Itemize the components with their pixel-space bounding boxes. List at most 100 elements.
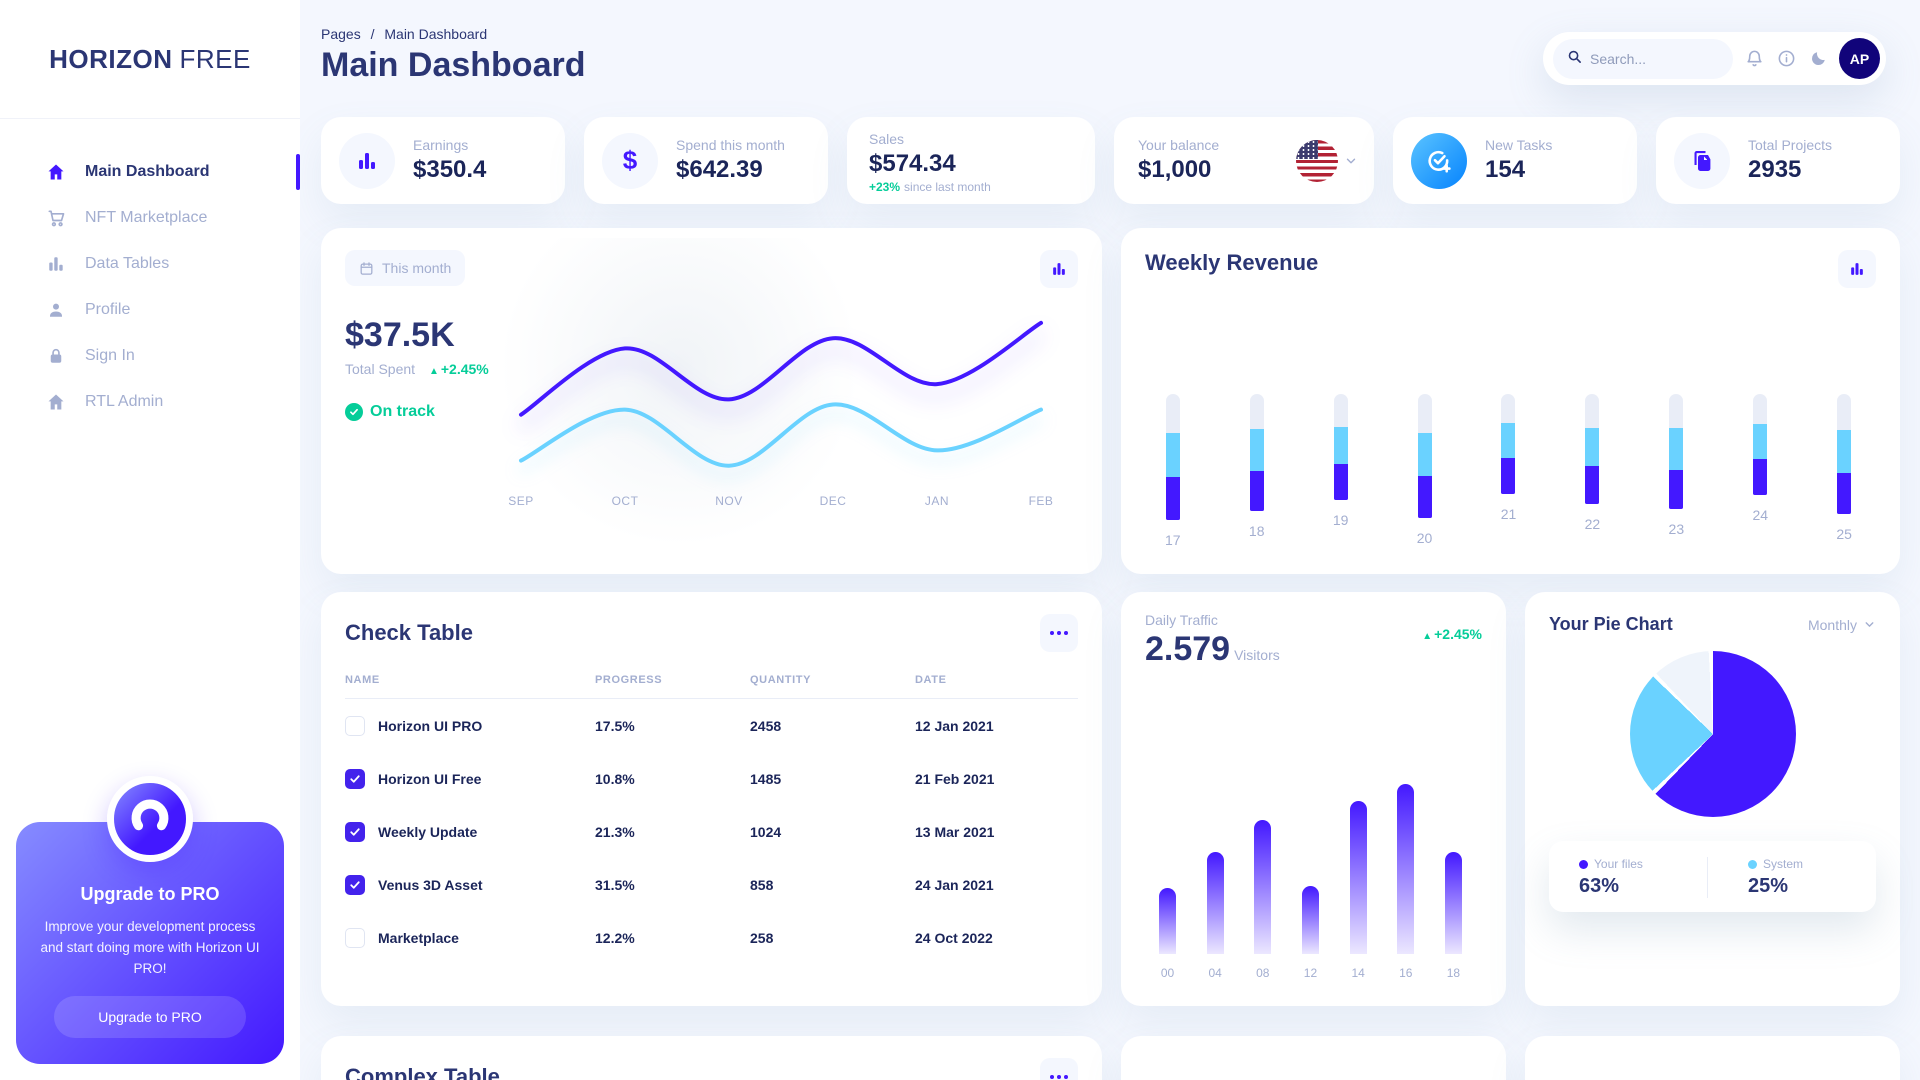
- weekly-revenue-card: Weekly Revenue 17 18 19 20 21 22 23 24 25: [1121, 228, 1900, 574]
- traffic-bar: 04: [1206, 852, 1224, 980]
- breadcrumb-current[interactable]: Main Dashboard: [384, 26, 488, 42]
- sidebar-item-main-dashboard[interactable]: Main Dashboard: [0, 149, 300, 195]
- upgrade-button[interactable]: Upgrade to PRO: [54, 995, 246, 1038]
- row-date: 12 Jan 2021: [915, 717, 994, 734]
- legend-item-your-files: Your files 63%: [1549, 857, 1707, 898]
- revenue-bar: 25: [1836, 394, 1852, 548]
- topbar: Pages / Main Dashboard Main Dashboard: [321, 26, 1900, 90]
- moon-icon[interactable]: [1807, 48, 1829, 70]
- main-content: Pages / Main Dashboard Main Dashboard: [300, 0, 1920, 1080]
- tasks-card: Tasks: [1121, 1036, 1506, 1080]
- stat-label: Your balance: [1138, 137, 1220, 153]
- revenue-bar: 18: [1249, 394, 1265, 548]
- bar-label: 04: [1208, 966, 1222, 980]
- delta-note: since last month: [904, 180, 991, 194]
- month-filter-button[interactable]: This month: [345, 250, 466, 286]
- cart-icon: [46, 208, 66, 228]
- revenue-bar: 23: [1668, 394, 1685, 548]
- row-quantity: 1485: [750, 770, 782, 787]
- traffic-bar: 12: [1301, 886, 1319, 980]
- row-4: Complex Table Tasks February 2026: [321, 1036, 1900, 1080]
- sidebar-item-rtl-admin[interactable]: RTL Admin: [0, 379, 300, 425]
- row-name: Horizon UI Free: [378, 770, 482, 787]
- legend-label: System: [1763, 857, 1804, 871]
- stat-label: Spend this month: [676, 137, 785, 153]
- row-checkbox[interactable]: [345, 927, 365, 948]
- column-header-name[interactable]: NAME: [345, 674, 380, 686]
- sidebar-item-profile[interactable]: Profile: [0, 287, 300, 333]
- chevron-down-icon: [1865, 622, 1874, 627]
- bar-chart-icon: [1053, 263, 1065, 275]
- breadcrumb-root[interactable]: Pages: [321, 26, 361, 42]
- bar-label: 24: [1752, 507, 1769, 523]
- range-selector[interactable]: Monthly: [1808, 617, 1876, 633]
- sidebar-divider: [0, 118, 300, 119]
- row-checkbox[interactable]: [345, 768, 365, 789]
- column-header-progress[interactable]: PROGRESS: [595, 674, 663, 686]
- row-checkbox[interactable]: [345, 874, 365, 895]
- table-menu-button[interactable]: [1040, 1058, 1078, 1080]
- bar-label: 25: [1836, 526, 1852, 542]
- column-header-quantity[interactable]: QUANTITY: [750, 674, 812, 686]
- us-flag-icon: [1296, 139, 1338, 182]
- chart-menu-button[interactable]: [1838, 250, 1876, 288]
- bar-label: 19: [1332, 512, 1349, 528]
- row-checkbox[interactable]: [345, 821, 365, 842]
- stat-card-balance: Your balance $1,000: [1114, 117, 1374, 204]
- stat-card-sales: Sales $574.34 +23% since last month: [847, 117, 1095, 204]
- row-quantity: 858: [750, 876, 774, 893]
- info-icon[interactable]: [1775, 48, 1797, 70]
- search-icon: [1567, 49, 1582, 69]
- row-date: 21 Feb 2021: [915, 770, 995, 787]
- stat-value: 2935: [1748, 156, 1802, 183]
- bar-label: 18: [1446, 966, 1461, 980]
- heading-block: Pages / Main Dashboard Main Dashboard: [321, 26, 585, 85]
- daily-traffic-card: Daily Traffic 2.579 Visitors ▲ +2.45% 00 04…: [1121, 592, 1506, 1006]
- row-name: Marketplace: [378, 929, 459, 946]
- check-plus-icon: [1411, 132, 1467, 189]
- files-icon: [1674, 132, 1730, 189]
- stat-card-total-projects: Total Projects 2935: [1656, 117, 1900, 204]
- home-icon: [46, 392, 66, 412]
- traffic-bar: 08: [1254, 820, 1272, 980]
- row-progress: 31.5%: [595, 876, 635, 893]
- column-header-date[interactable]: DATE: [915, 674, 947, 686]
- line-chart-x-labels: SEP OCT NOV DEC JAN FEB: [508, 494, 1056, 510]
- traffic-bar: 14: [1349, 801, 1367, 980]
- spend-delta: +2.45%: [440, 361, 489, 377]
- sidebar-item-data-tables[interactable]: Data Tables: [0, 241, 300, 287]
- revenue-bar: 17: [1165, 394, 1181, 548]
- bar-label: 23: [1668, 521, 1685, 537]
- currency-selector[interactable]: [1296, 139, 1358, 182]
- stats-row: Earnings $350.4 $ Spend this month $642.…: [321, 117, 1900, 204]
- x-axis-label: JAN: [924, 494, 950, 508]
- bar-chart-icon: [1851, 263, 1863, 275]
- row-checkbox[interactable]: [345, 715, 365, 736]
- bell-icon[interactable]: [1743, 48, 1765, 70]
- app-logo: HORIZON FREE: [0, 0, 300, 118]
- sidebar-item-nft-marketplace[interactable]: NFT Marketplace: [0, 195, 300, 241]
- daily-traffic-bars: 00 04 08 12 14 16 18: [1159, 784, 1462, 980]
- avatar[interactable]: AP: [1839, 38, 1880, 79]
- sidebar-item-sign-in[interactable]: Sign In: [0, 333, 300, 379]
- pie-chart-title: Your Pie Chart: [1549, 614, 1673, 634]
- stat-label: Total Projects: [1748, 137, 1833, 153]
- bar-label: 08: [1256, 966, 1270, 980]
- row-quantity: 1024: [750, 823, 782, 840]
- stat-value: 154: [1485, 156, 1526, 183]
- row-date: 13 Mar 2021: [915, 823, 995, 840]
- navbar-pill: AP: [1543, 32, 1886, 85]
- calendar-icon: [360, 261, 373, 275]
- stat-value: $642.39: [676, 156, 763, 183]
- chart-menu-button[interactable]: [1040, 250, 1078, 288]
- bar-chart-icon: [46, 254, 66, 274]
- stat-label: Sales: [869, 131, 905, 147]
- revenue-bar: 20: [1417, 394, 1432, 548]
- stat-card-earnings: Earnings $350.4: [321, 117, 565, 204]
- search-input[interactable]: [1590, 50, 1705, 67]
- table-menu-button[interactable]: [1040, 614, 1078, 652]
- sidebar-item-label: Sign In: [85, 347, 135, 364]
- traffic-delta: ▲ +2.45%: [1422, 626, 1482, 642]
- check-table-title: Check Table: [345, 620, 473, 645]
- revenue-bar: 22: [1585, 394, 1600, 548]
